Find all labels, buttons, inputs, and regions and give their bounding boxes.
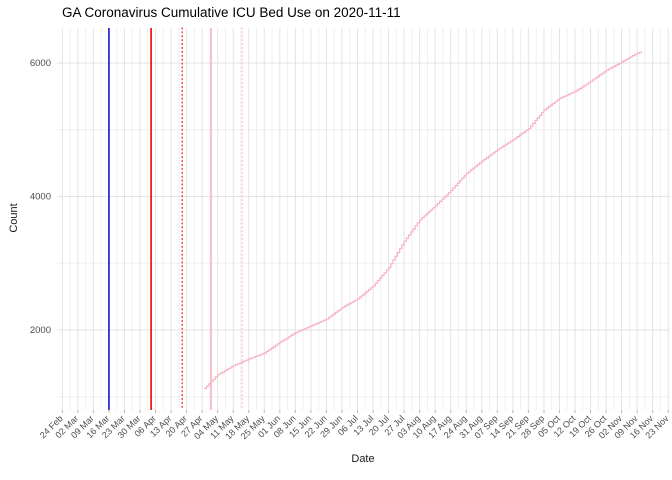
series-line-cumulative-icu-beds (204, 51, 643, 389)
y-axis-title: Count (8, 203, 20, 233)
y-tick-label: 4000 (30, 191, 51, 202)
chart-title: GA Coronavirus Cumulative ICU Bed Use on… (62, 5, 401, 20)
y-tick-label: 2000 (30, 325, 51, 336)
y-tick-label: 6000 (30, 58, 51, 69)
x-axis-title: Date (351, 453, 375, 465)
